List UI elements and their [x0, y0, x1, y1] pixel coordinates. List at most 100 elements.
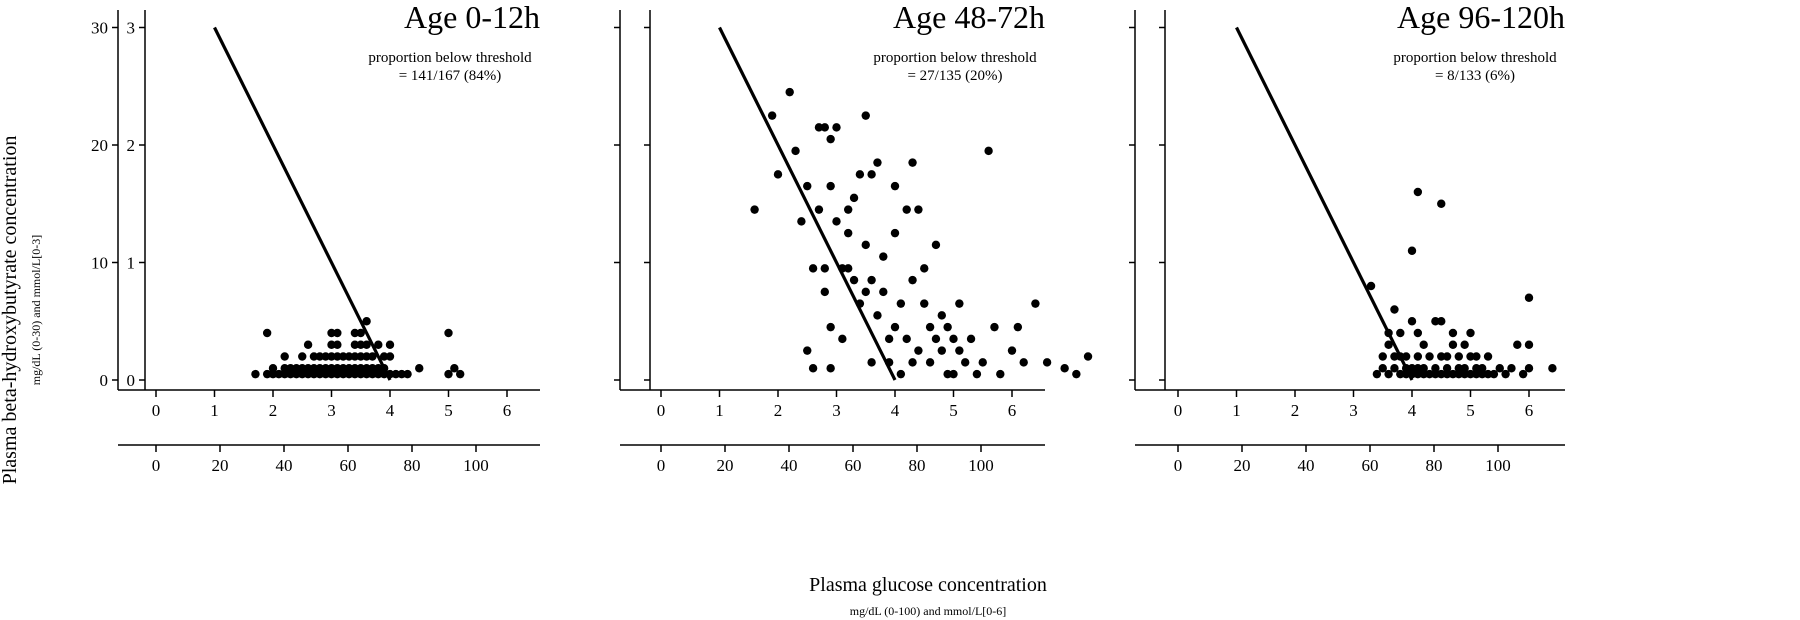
data-point — [321, 352, 330, 361]
data-point — [280, 364, 289, 373]
data-point — [374, 340, 383, 349]
data-point — [1524, 293, 1534, 302]
x-tick-label-mgdl: 0 — [1174, 456, 1183, 475]
data-point — [1466, 352, 1475, 361]
data-point — [1060, 364, 1069, 373]
data-point — [849, 275, 859, 285]
data-point — [327, 369, 336, 379]
data-point — [826, 322, 835, 332]
data-point — [1019, 358, 1028, 367]
data-point — [339, 352, 348, 361]
x-tick-label-mgdl: 60 — [1362, 456, 1379, 475]
data-point — [298, 369, 307, 379]
threshold-annotation-line1: proportion below threshold — [873, 50, 1037, 66]
data-point — [890, 181, 900, 191]
x-axis-label: Plasma glucose concentration — [809, 574, 1047, 596]
x-tick-label-mgdl: 80 — [909, 456, 926, 475]
data-point — [350, 340, 360, 349]
data-point — [826, 134, 835, 144]
data-point — [1437, 317, 1446, 326]
data-point — [808, 364, 818, 373]
data-point — [803, 181, 812, 191]
data-point — [1518, 369, 1528, 379]
data-point — [368, 352, 377, 361]
data-point — [292, 364, 301, 373]
data-point — [908, 158, 917, 167]
data-point — [350, 328, 360, 338]
x-tick-label-mmol: 1 — [715, 401, 724, 420]
data-point — [415, 364, 424, 373]
data-point — [1007, 346, 1017, 355]
data-point — [327, 340, 336, 349]
x-tick-label-mmol: 4 — [891, 401, 900, 420]
data-point — [450, 364, 459, 373]
threshold-annotation-line1: proportion below threshold — [1393, 50, 1557, 66]
threshold-annotation-line2: = 141/167 (84%) — [399, 68, 502, 84]
data-point — [1524, 340, 1534, 349]
data-point — [303, 364, 313, 373]
data-point — [1407, 364, 1417, 373]
data-point — [966, 334, 976, 344]
data-point — [286, 369, 295, 379]
data-point — [955, 346, 964, 355]
data-point — [280, 352, 289, 361]
data-point — [309, 352, 319, 361]
data-point — [890, 228, 900, 238]
data-point — [1083, 352, 1093, 361]
x-tick-label-mgdl: 0 — [152, 456, 161, 475]
data-point — [879, 287, 888, 297]
data-point — [937, 346, 946, 355]
data-point — [890, 322, 900, 332]
data-point — [274, 369, 284, 379]
data-point — [1466, 328, 1475, 338]
data-point — [844, 205, 853, 214]
x-tick-label-mgdl: 40 — [1298, 456, 1315, 475]
data-point — [362, 364, 371, 373]
data-point — [1472, 352, 1481, 361]
data-point — [356, 328, 365, 338]
data-point — [1448, 369, 1458, 379]
data-point — [867, 358, 876, 367]
data-point — [1454, 364, 1464, 373]
data-point — [943, 322, 952, 332]
data-point — [879, 252, 888, 261]
data-point — [1431, 364, 1440, 373]
data-point — [832, 123, 841, 132]
x-tick-label-mgdl: 80 — [1426, 456, 1443, 475]
data-point — [1454, 352, 1464, 361]
data-point — [873, 311, 882, 320]
data-point — [379, 364, 389, 373]
threshold-annotation-line2: = 27/135 (20%) — [907, 68, 1002, 84]
panel-title: Age 0-12h — [404, 0, 540, 35]
data-point — [1513, 340, 1522, 349]
data-point — [844, 264, 853, 273]
data-point — [902, 334, 911, 344]
data-point — [344, 364, 354, 373]
data-point — [1031, 299, 1040, 308]
data-point — [1495, 364, 1504, 373]
data-point — [456, 369, 465, 379]
data-point — [884, 334, 894, 344]
x-tick-label-mgdl: 0 — [657, 456, 666, 475]
data-point — [931, 240, 941, 250]
data-point — [298, 352, 307, 361]
threshold-line — [718, 26, 897, 381]
data-point — [403, 369, 412, 379]
data-point — [444, 369, 453, 379]
y-tick-label-mgdl: 20 — [91, 136, 108, 155]
data-point — [767, 111, 777, 120]
data-point — [937, 311, 946, 320]
data-point — [391, 369, 401, 379]
data-point — [327, 364, 336, 373]
data-point — [362, 317, 371, 326]
data-point — [286, 364, 295, 373]
data-point — [1401, 369, 1411, 379]
data-point — [1478, 369, 1487, 379]
y-axis-label: Plasma beta-hydroxybutyrate concentratio… — [0, 136, 21, 485]
data-point — [1384, 369, 1393, 379]
x-tick-label-mgdl: 40 — [781, 456, 798, 475]
data-point — [1425, 369, 1434, 379]
data-point — [1413, 352, 1423, 361]
